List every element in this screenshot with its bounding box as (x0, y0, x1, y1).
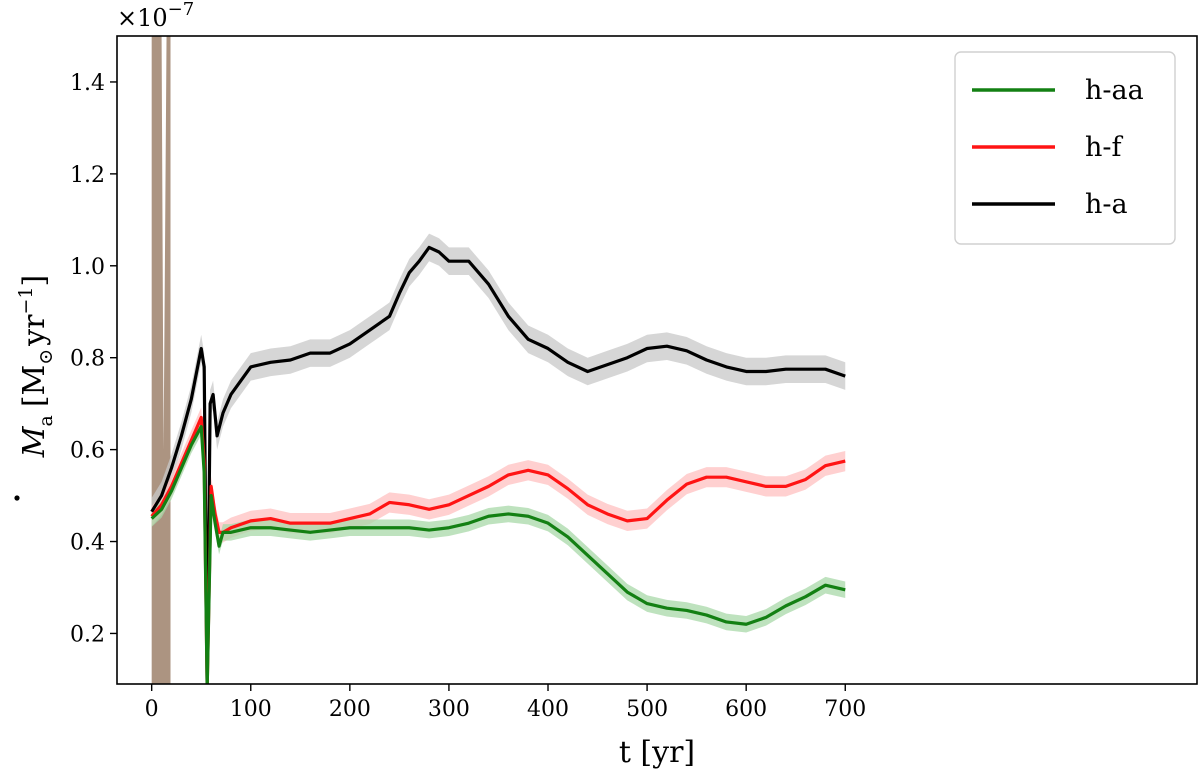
x-tick-label: 0 (145, 697, 159, 722)
x-tick-label: 300 (428, 697, 470, 722)
x-axis-label: t [yr] (619, 735, 695, 770)
y-tick-label: 0.2 (70, 622, 105, 647)
band-h-a (151, 233, 846, 684)
series-line-h-a (150, 245, 846, 684)
y-tick-label: 0.6 (70, 439, 105, 464)
x-tick-label: 500 (626, 697, 668, 722)
x-tick-label: 200 (329, 697, 371, 722)
y-offset-text: ×10−7 (117, 0, 194, 32)
band-h-aa (151, 418, 846, 684)
x-tick-label: 700 (824, 697, 866, 722)
legend-box (954, 51, 1176, 245)
y-tick-label: 1.0 (70, 255, 105, 280)
y-tick-label: 0.8 (70, 347, 105, 372)
x-tick-label: 100 (230, 697, 272, 722)
plot-frame (116, 35, 1198, 685)
band-h-f (151, 407, 846, 684)
legend-label-h-f: h-f (1085, 132, 1124, 163)
y-axis-label: Ma[M⊙yr−1] (14, 275, 57, 501)
y-tick-label: 1.2 (70, 163, 105, 188)
svg-text:Ma[M⊙yr−1]: Ma[M⊙yr−1] (15, 275, 57, 458)
x-tick-label: 600 (725, 697, 767, 722)
legend: h-aa h-f h-a (954, 51, 1176, 245)
legend-label-h-a: h-a (1085, 189, 1128, 220)
y-tick-label: 0.4 (70, 531, 105, 556)
series-line-h-f (150, 415, 846, 684)
y-tick-label: 1.4 (70, 71, 105, 96)
legend-label-h-aa: h-aa (1085, 75, 1144, 106)
x-tick-label: 400 (527, 697, 569, 722)
series-line-h-aa (150, 425, 846, 684)
initial-transient-band (151, 36, 171, 684)
